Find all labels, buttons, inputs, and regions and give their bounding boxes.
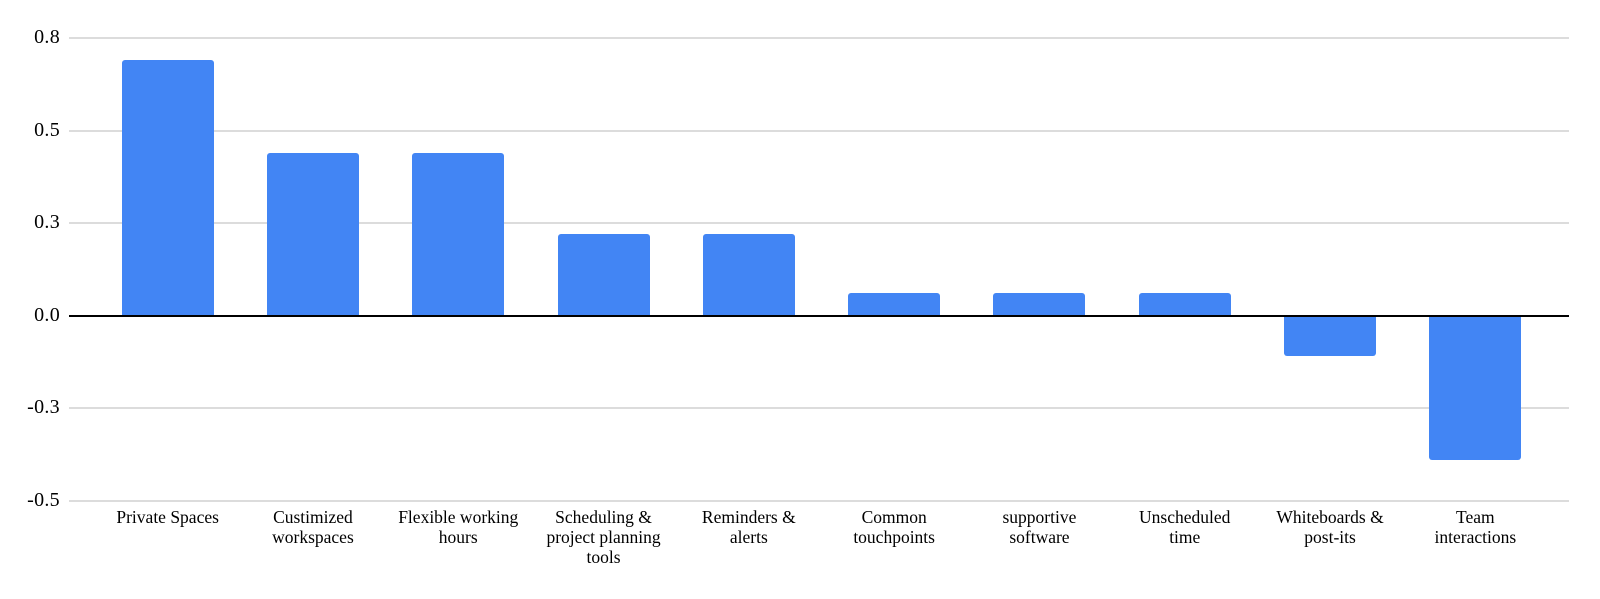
y-tick-label: -0.3 — [27, 396, 60, 418]
gridline — [69, 37, 1569, 39]
bar — [412, 152, 505, 316]
y-tick-label: 0.0 — [34, 303, 60, 326]
x-category-label: Reminders & alerts — [701, 506, 796, 547]
bar — [993, 293, 1086, 316]
bar — [702, 234, 795, 316]
bar — [557, 234, 650, 316]
x-category-label: Private Spaces — [116, 506, 219, 527]
y-tick-label: 0.8 — [34, 26, 60, 48]
bar — [1138, 293, 1231, 316]
gridline — [69, 499, 1569, 502]
bar — [1429, 315, 1522, 460]
y-tick-label: 0.5 — [34, 118, 60, 141]
x-category-label: Common touchpoints — [853, 506, 935, 547]
x-category-label: Team interactions — [1434, 506, 1517, 547]
x-axis-zero-line — [69, 314, 1569, 317]
x-category-label: supportive software — [1002, 506, 1077, 547]
x-category-label: Unscheduled time — [1139, 506, 1231, 547]
x-category-label: Scheduling & project planning tools — [546, 506, 661, 567]
x-category-label: Flexible working hours — [398, 506, 519, 547]
x-category-label: Whiteboards & post-its — [1276, 506, 1384, 547]
bars-container — [95, 0, 1548, 599]
bar — [121, 60, 214, 316]
x-category-label: Custimized workspaces — [272, 506, 354, 547]
gridline — [69, 407, 1569, 409]
bar — [1284, 315, 1377, 357]
bar — [848, 293, 941, 316]
bar — [266, 152, 359, 316]
y-tick-label: 0.3 — [34, 211, 60, 233]
y-axis-labels: 0.8 0.5 0.3 0.0 -0.3 -0.5 — [0, 0, 60, 599]
gridline — [69, 129, 1569, 132]
x-axis-labels: Private Spaces Custimized workspaces Flexi… — [95, 0, 1548, 599]
gridline — [69, 222, 1569, 224]
y-tick-label: -0.5 — [27, 488, 60, 511]
